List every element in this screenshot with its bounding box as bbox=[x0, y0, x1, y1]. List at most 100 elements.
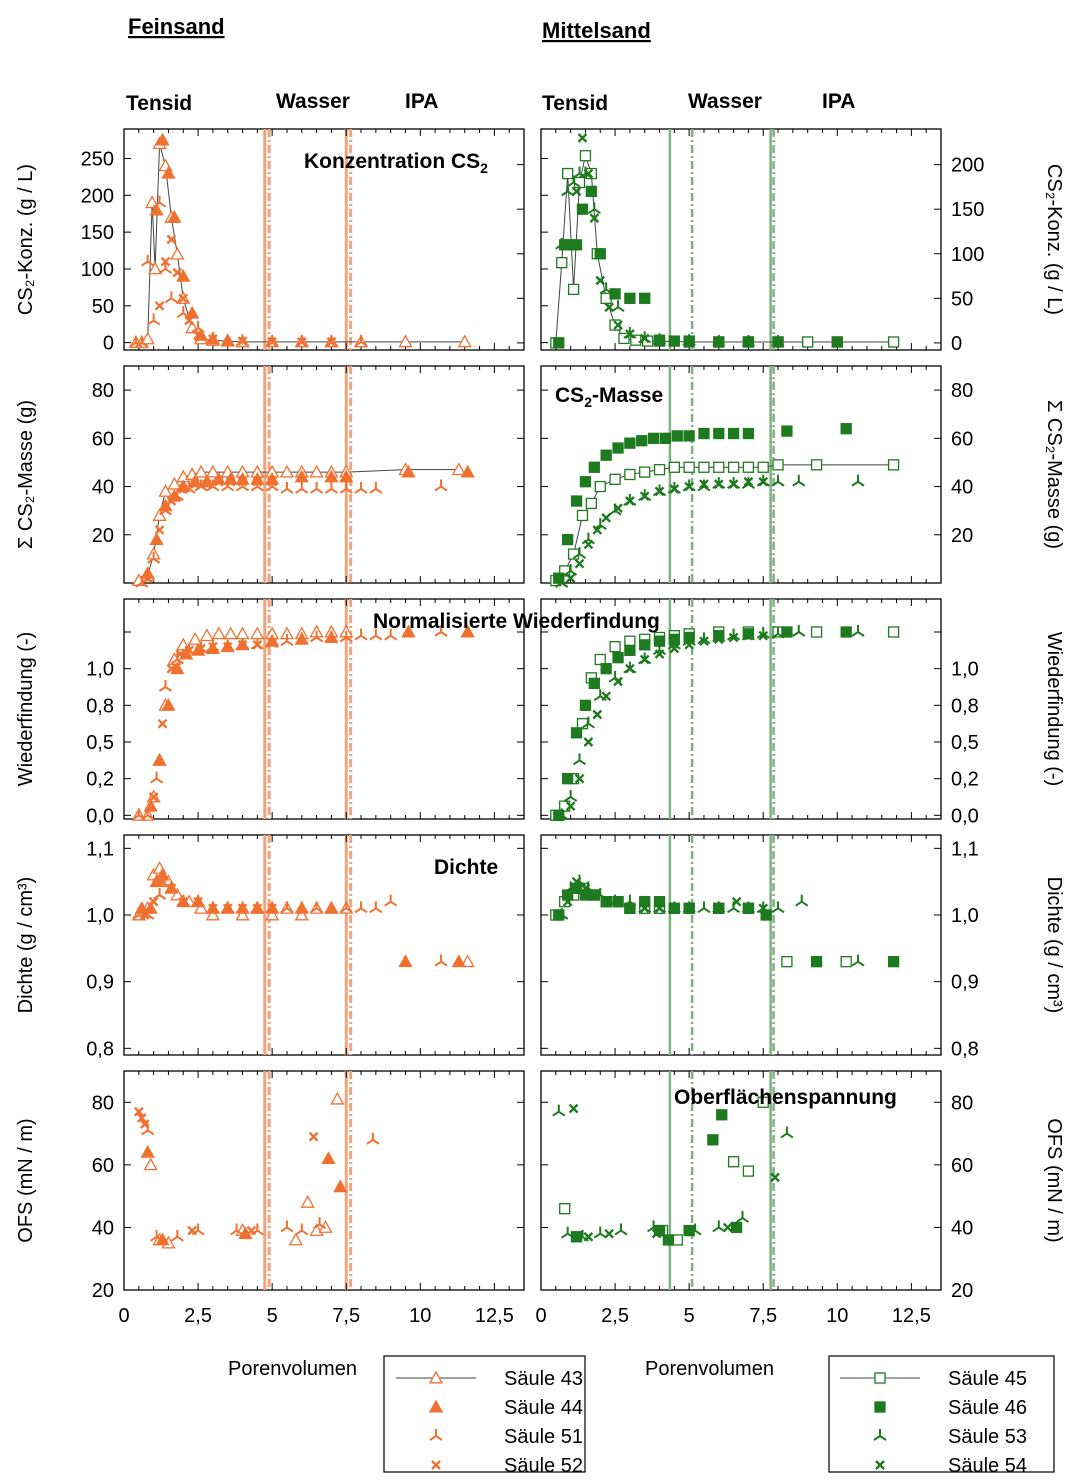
series-Säule 52 bbox=[142, 476, 277, 584]
data-point bbox=[369, 481, 383, 494]
data-point bbox=[572, 753, 587, 766]
panel-frame bbox=[123, 365, 525, 584]
data-point bbox=[585, 497, 598, 510]
y-tick-label: 1,0 bbox=[86, 905, 114, 927]
data-point bbox=[795, 894, 809, 907]
data-point bbox=[188, 631, 203, 645]
legend-marker bbox=[429, 1429, 443, 1441]
x-tick-label: 2,5 bbox=[184, 1305, 212, 1327]
data-point bbox=[267, 476, 277, 487]
data-point bbox=[713, 903, 724, 914]
data-point bbox=[588, 677, 600, 689]
data-point bbox=[570, 727, 583, 739]
panel-frame bbox=[540, 365, 942, 584]
y-tick-label: 0,9 bbox=[86, 972, 114, 994]
data-point bbox=[184, 315, 195, 326]
data-point bbox=[624, 437, 636, 449]
data-point bbox=[851, 954, 865, 967]
series-Säule 52 bbox=[154, 234, 337, 347]
data-point bbox=[613, 676, 623, 687]
data-point bbox=[698, 427, 710, 440]
data-point bbox=[237, 639, 248, 650]
data-point bbox=[758, 630, 769, 641]
data-point bbox=[636, 435, 648, 447]
data-point bbox=[697, 901, 711, 914]
data-point bbox=[579, 699, 592, 711]
data-point bbox=[758, 476, 769, 487]
data-point bbox=[713, 337, 724, 347]
data-point bbox=[237, 336, 248, 347]
data-point bbox=[155, 132, 170, 146]
data-point bbox=[581, 716, 595, 729]
panel-conc-left: 0 50 100 150 200 250 Konzentration CS2 CS₂-Konz… bbox=[15, 128, 525, 355]
data-point bbox=[624, 292, 636, 304]
data-point bbox=[398, 954, 413, 968]
data-point bbox=[639, 903, 650, 914]
data-point bbox=[728, 632, 739, 643]
data-point bbox=[339, 481, 353, 494]
data-point bbox=[743, 903, 754, 914]
data-point bbox=[609, 288, 621, 300]
data-point bbox=[321, 1151, 336, 1165]
data-point bbox=[851, 625, 865, 637]
data-point bbox=[161, 165, 176, 179]
data-point bbox=[252, 476, 263, 487]
data-point bbox=[564, 790, 578, 802]
data-point bbox=[193, 896, 203, 907]
data-point bbox=[139, 1119, 150, 1130]
y-tick-label: 0,5 bbox=[86, 732, 114, 754]
data-point bbox=[612, 442, 624, 454]
data-point bbox=[369, 901, 383, 914]
data-point bbox=[571, 186, 582, 197]
data-point bbox=[831, 336, 843, 348]
x-axis-label-left: Porenvolumen bbox=[228, 1358, 357, 1380]
y-tick-label: 0 bbox=[103, 333, 114, 355]
y-tick-label: 40 bbox=[951, 477, 973, 499]
data-point bbox=[133, 1106, 144, 1117]
data-point bbox=[771, 901, 785, 914]
data-point bbox=[574, 773, 585, 784]
series-Säule 45 bbox=[550, 626, 900, 821]
data-point bbox=[594, 653, 606, 666]
data-point bbox=[887, 956, 900, 968]
data-point bbox=[555, 908, 569, 920]
legend-right: Säule 45 Säule 46 Säule 53 Säule 54 bbox=[840, 1368, 1027, 1477]
data-point bbox=[639, 333, 650, 344]
data-point bbox=[295, 632, 309, 645]
data-point bbox=[840, 423, 852, 435]
data-point bbox=[699, 479, 709, 489]
data-point bbox=[639, 654, 650, 665]
data-point bbox=[671, 430, 683, 442]
legend-label: Säule 51 bbox=[504, 1426, 583, 1448]
panel-frame bbox=[123, 834, 525, 1056]
data-point bbox=[148, 896, 159, 907]
data-point bbox=[157, 876, 168, 887]
data-point bbox=[208, 334, 218, 344]
panel-conc-right: 0 50 100 150 200 CS₂-Konz. (g / L) bbox=[540, 128, 1065, 355]
data-point bbox=[213, 476, 224, 487]
panel-recovery-left: 0,0 0,2 0,5 0,8 1,0 Normalisierte Wiederfindu… bbox=[15, 598, 660, 827]
data-point bbox=[135, 576, 149, 588]
data-point bbox=[712, 1220, 726, 1233]
data-point bbox=[553, 572, 565, 584]
data-point bbox=[565, 573, 576, 584]
data-point bbox=[570, 495, 583, 507]
data-point bbox=[324, 481, 338, 494]
data-point bbox=[624, 644, 636, 656]
y-tick-label: 60 bbox=[92, 428, 114, 450]
y-tick-label: 0,9 bbox=[951, 972, 979, 994]
data-point bbox=[191, 320, 205, 333]
data-point bbox=[190, 479, 200, 489]
data-point bbox=[684, 903, 694, 914]
series-Säule 46 bbox=[553, 882, 900, 968]
data-point bbox=[579, 476, 592, 488]
data-point bbox=[147, 551, 161, 564]
legend-label: Säule 43 bbox=[504, 1368, 583, 1390]
data-point bbox=[176, 306, 190, 318]
data-point bbox=[651, 1228, 662, 1239]
data-point bbox=[639, 466, 651, 478]
data-point bbox=[161, 697, 176, 711]
data-point bbox=[149, 532, 164, 546]
data-point bbox=[624, 468, 636, 481]
